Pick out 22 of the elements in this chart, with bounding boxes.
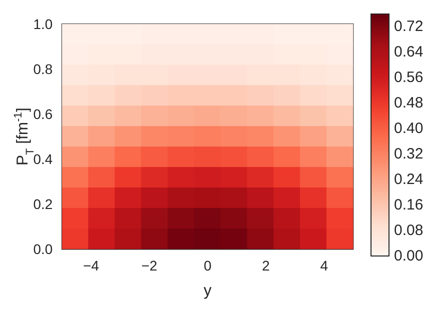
x-tick-label: 0 bbox=[204, 257, 212, 274]
y-tick-label: 1.0 bbox=[33, 16, 53, 32]
color-bar-label: 0.40 bbox=[394, 120, 424, 138]
color-bar-label: 0.56 bbox=[394, 69, 424, 86]
y-tick-label: 0.8 bbox=[33, 61, 53, 77]
color-bar-label: 0.16 bbox=[394, 196, 424, 214]
y-tick-label: 0.0 bbox=[33, 241, 53, 258]
color-bar-label: 0.48 bbox=[394, 94, 424, 112]
color-bar-label: 0.32 bbox=[394, 146, 424, 163]
x-tick-label: 4 bbox=[320, 257, 328, 274]
color-bar-label: 0.64 bbox=[394, 44, 424, 61]
color-bar-label: 0.00 bbox=[394, 248, 424, 264]
x-axis-title: y bbox=[204, 282, 212, 300]
color-bar-label: 0.24 bbox=[394, 171, 424, 188]
color-bar-label: 0.08 bbox=[394, 222, 424, 240]
x-tick-label: 2 bbox=[262, 257, 270, 274]
y-tick-label: 0.2 bbox=[33, 196, 53, 212]
color-bar-label: 0.72 bbox=[394, 18, 424, 36]
y-tick-label: 0.4 bbox=[33, 151, 53, 168]
x-tick-label: −2 bbox=[141, 257, 158, 274]
x-tick-label: −4 bbox=[83, 257, 100, 274]
y-tick-label: 0.6 bbox=[33, 106, 53, 122]
